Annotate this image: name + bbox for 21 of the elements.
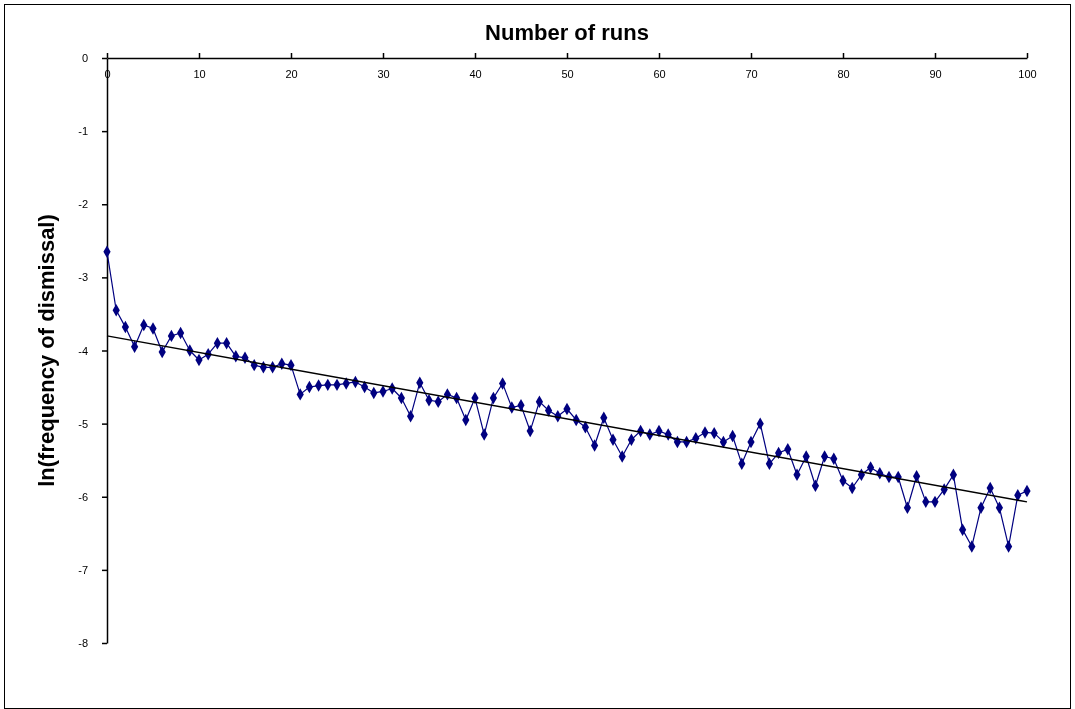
x-tick-label: 50 xyxy=(561,67,574,80)
y-tick-label: -4 xyxy=(78,344,88,357)
y-axis-title: ln(frequency of dismissal) xyxy=(34,214,59,487)
y-tick-label: 0 xyxy=(81,52,88,65)
y-tick-label: -7 xyxy=(78,563,88,576)
y-tick-label: -5 xyxy=(78,417,88,430)
x-tick-label: 40 xyxy=(469,67,482,80)
chart-title: Number of runs xyxy=(485,20,649,45)
x-tick-label: 100 xyxy=(1018,67,1037,80)
x-tick-label: 10 xyxy=(193,67,206,80)
x-tick-label: 80 xyxy=(837,67,850,80)
y-tick-label: -6 xyxy=(78,490,88,503)
x-tick-label: 60 xyxy=(653,67,666,80)
x-tick-label: 90 xyxy=(929,67,942,80)
y-tick-label: -3 xyxy=(78,271,88,284)
y-tick-label: -2 xyxy=(78,198,88,211)
y-tick-label: -8 xyxy=(78,637,88,650)
y-tick-label: -1 xyxy=(78,125,88,138)
x-tick-label: 20 xyxy=(285,67,298,80)
x-tick-label: 30 xyxy=(377,67,390,80)
x-tick-label: 70 xyxy=(745,67,758,80)
